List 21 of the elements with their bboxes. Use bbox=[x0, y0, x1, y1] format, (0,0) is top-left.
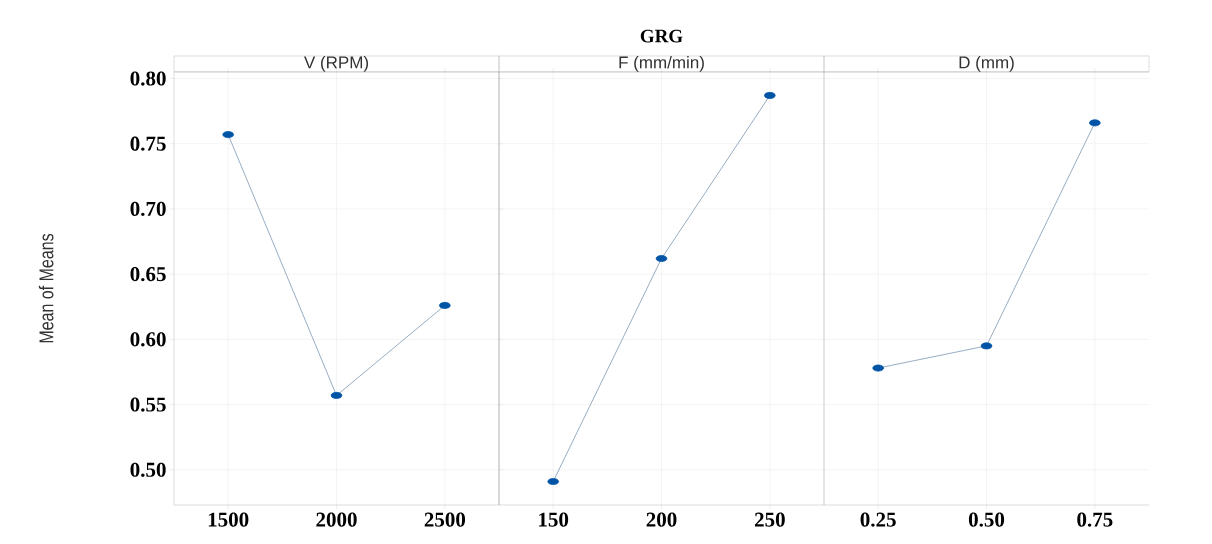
y-tick-label: 0.80 bbox=[130, 71, 166, 86]
x-axis-title: D (mm) bbox=[959, 55, 1014, 72]
y-tick-label: 0.75 bbox=[130, 136, 166, 151]
x-tick-label: 0.25 bbox=[860, 512, 896, 527]
x-axis-title: V (RPM) bbox=[304, 55, 369, 72]
x-tick-label: 250 bbox=[754, 512, 785, 527]
x-tick-label: 0.50 bbox=[968, 512, 1005, 527]
chart-title: GRG bbox=[640, 29, 683, 43]
y-tick-label: 0.55 bbox=[130, 397, 166, 412]
x-axis-title: F (mm/min) bbox=[619, 55, 704, 72]
x-tick-label: 200 bbox=[646, 512, 677, 527]
x-tick-label: 150 bbox=[539, 512, 569, 527]
y-tick-label: 0.65 bbox=[130, 267, 166, 282]
x-tick-label: 2500 bbox=[424, 512, 466, 527]
x-tick-label: 1500 bbox=[208, 512, 249, 527]
y-tick-label: 0.60 bbox=[130, 332, 166, 347]
y-axis-title: Mean of Means bbox=[38, 233, 54, 343]
y-tick-label: 0.70 bbox=[130, 201, 166, 217]
y-tick-label: 0.50 bbox=[130, 462, 166, 477]
x-tick-label: 2000 bbox=[316, 512, 357, 527]
x-tick-label: 0.75 bbox=[1077, 512, 1113, 527]
